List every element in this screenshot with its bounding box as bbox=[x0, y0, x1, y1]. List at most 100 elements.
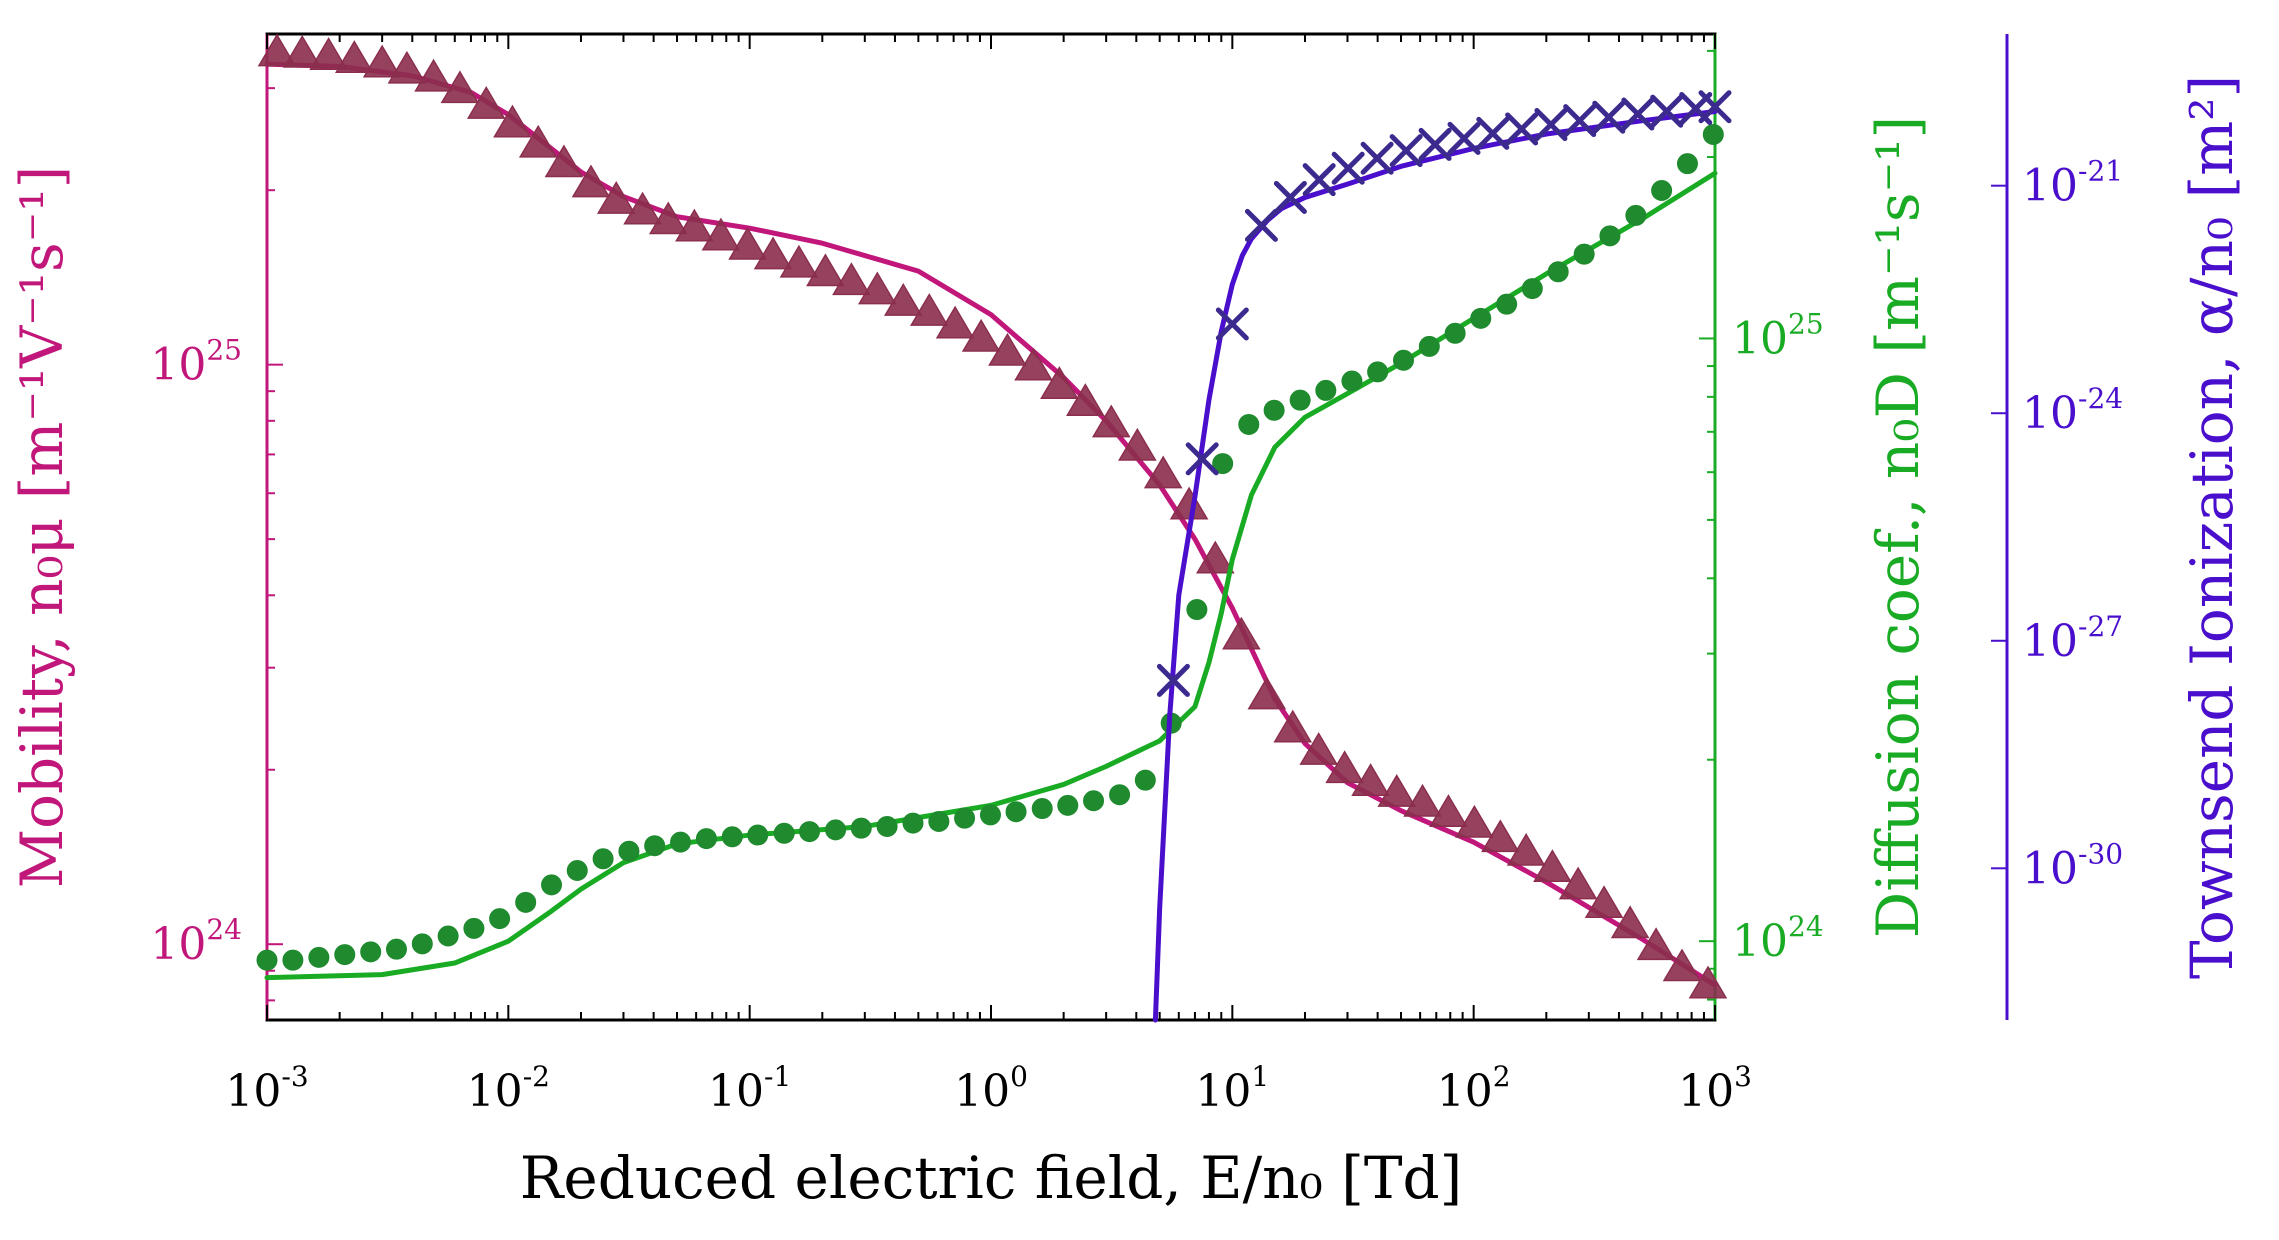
diffusion-marker-circle bbox=[592, 848, 614, 870]
mobility-marker-triangle bbox=[544, 144, 584, 178]
townsend-marker-x-stroke-2 bbox=[1534, 108, 1568, 142]
diffusion-marker-circle bbox=[489, 908, 511, 930]
townsend-marker-x-stroke-2 bbox=[1156, 663, 1190, 697]
townsend-tick-label: 10-21 bbox=[2022, 155, 2123, 212]
mobility-marker-triangle bbox=[779, 244, 819, 278]
townsend-tick-label-exp: -21 bbox=[2078, 155, 2123, 188]
diffusion-marker-circle bbox=[437, 925, 459, 947]
diffusion-marker-circle bbox=[566, 860, 588, 882]
diffusion-tick-label-exp: 24 bbox=[1788, 910, 1824, 943]
diffusion-marker-circle bbox=[515, 891, 537, 913]
x-tick-label-exp: -1 bbox=[764, 1060, 791, 1093]
x-tick-label: 103 bbox=[1678, 1060, 1752, 1117]
townsend-marker-x bbox=[1273, 180, 1307, 214]
x-tick-label-exp: 0 bbox=[1010, 1060, 1028, 1093]
mobility-marker-triangle bbox=[1351, 763, 1390, 797]
mobility-marker-triangle bbox=[1299, 732, 1339, 765]
diffusion-marker-circle bbox=[1005, 801, 1027, 823]
mobility-marker-triangle bbox=[832, 262, 871, 296]
x-tick-label-base: 10 bbox=[1437, 1066, 1493, 1117]
x-tick-label-exp: -2 bbox=[523, 1060, 550, 1093]
diffusion-marker-circle bbox=[1651, 179, 1673, 201]
mobility-marker-triangle bbox=[257, 33, 297, 67]
townsend-marker-x bbox=[1244, 208, 1278, 242]
townsend-marker-x bbox=[1592, 100, 1626, 134]
townsend-marker-x-stroke-2 bbox=[1389, 134, 1423, 168]
mobility-marker-triangle bbox=[1066, 383, 1105, 416]
diffusion-marker-circle bbox=[876, 815, 898, 837]
mobility-marker-triangle bbox=[1455, 804, 1494, 838]
diffusion-marker-circle bbox=[256, 949, 278, 971]
diffusion-marker-circle bbox=[1444, 322, 1466, 344]
townsend-marker-x bbox=[1360, 141, 1394, 175]
mobility-marker-triangle bbox=[753, 236, 793, 270]
mobility-tick-label-base: 10 bbox=[150, 919, 206, 970]
diffusion-marker-circle bbox=[825, 819, 847, 841]
mobility-marker-triangle bbox=[414, 58, 453, 92]
townsend-marker-x-stroke-2 bbox=[1302, 163, 1336, 197]
mobility-marker-triangle bbox=[623, 191, 662, 225]
diffusion-marker-circle bbox=[773, 822, 795, 844]
diffusion-marker-circle bbox=[360, 941, 382, 963]
diffusion-marker-circle bbox=[1625, 204, 1647, 226]
townsend-marker-x-stroke-2 bbox=[1592, 100, 1626, 134]
diffusion-marker-circle bbox=[411, 933, 433, 955]
townsend-tick-label: 10-27 bbox=[2022, 610, 2123, 667]
x-tick-label: 10-3 bbox=[225, 1060, 308, 1117]
diffusion-marker-circle bbox=[1031, 798, 1053, 820]
townsend-marker-x bbox=[1418, 127, 1452, 161]
townsend-marker-x-stroke-2 bbox=[1563, 104, 1597, 138]
mobility-marker-triangle bbox=[309, 37, 348, 70]
townsend-marker-x bbox=[1650, 94, 1684, 128]
diffusion-marker-circle bbox=[1573, 243, 1595, 265]
townsend-marker-x-stroke-2 bbox=[1273, 180, 1307, 214]
mobility-marker-series bbox=[257, 33, 1728, 999]
x-ticks-layer: 10-3 10-2 10-1 100 101 102 103 bbox=[225, 34, 1752, 1117]
x-tick-label-exp: 3 bbox=[1734, 1060, 1752, 1093]
diffusion-marker-circle bbox=[1186, 599, 1208, 621]
mobility-marker-triangle bbox=[1688, 965, 1728, 999]
diffusion-marker-circle bbox=[928, 810, 950, 832]
x-tick-label-base: 10 bbox=[1195, 1066, 1251, 1117]
mobility-marker-triangle bbox=[1273, 709, 1313, 743]
mobility-marker-triangle bbox=[518, 124, 558, 158]
townsend-marker-series bbox=[1156, 90, 1732, 697]
diffusion-axis-title: Diffusion coef., n₀D [m⁻¹s⁻¹] bbox=[1864, 116, 1932, 938]
diffusion-marker-circle bbox=[1212, 453, 1234, 475]
mobility-marker-triangle bbox=[935, 305, 975, 339]
diffusion-marker-circle bbox=[334, 944, 356, 966]
mobility-marker-triangle bbox=[909, 293, 949, 326]
townsend-marker-x-stroke-2 bbox=[1185, 442, 1219, 476]
townsend-marker-x-stroke-2 bbox=[1505, 112, 1539, 146]
x-tick-label: 10-1 bbox=[708, 1060, 791, 1117]
mobility-marker-triangle bbox=[961, 318, 1001, 352]
townsend-marker-x-stroke-2 bbox=[1418, 127, 1452, 161]
diffusion-marker-circle bbox=[747, 824, 769, 846]
mobility-marker-triangle bbox=[1429, 794, 1468, 827]
mobility-marker-triangle bbox=[571, 164, 611, 198]
mobility-marker-triangle bbox=[282, 34, 322, 68]
mobility-marker-triangle bbox=[1662, 948, 1702, 982]
mobility-marker-triangle bbox=[1040, 366, 1079, 399]
mobility-marker-triangle bbox=[1195, 540, 1235, 574]
mobility-marker-triangle bbox=[883, 283, 923, 316]
diffusion-marker-circle bbox=[1289, 389, 1311, 411]
x-tick-label-base: 10 bbox=[1678, 1066, 1734, 1117]
townsend-tick-label-exp: -27 bbox=[2078, 610, 2123, 643]
diffusion-marker-series bbox=[256, 123, 1724, 971]
townsend-tick-label-base: 10 bbox=[2022, 843, 2078, 894]
x-tick-label: 10-2 bbox=[467, 1060, 550, 1117]
mobility-marker-triangle bbox=[1584, 885, 1624, 919]
townsend-marker-x bbox=[1215, 307, 1249, 341]
townsend-marker-x-stroke-2 bbox=[1244, 208, 1278, 242]
townsend-marker-x bbox=[1505, 112, 1539, 146]
townsend-axis-title: Townsend Ionization, α/n₀ [m²] bbox=[2178, 75, 2246, 979]
mobility-marker-triangle bbox=[1325, 750, 1364, 784]
mobility-tick-label-base: 10 bbox=[150, 340, 206, 391]
mobility-marker-triangle bbox=[1377, 774, 1417, 807]
diffusion-marker-circle bbox=[695, 828, 717, 850]
townsend-marker-x bbox=[1331, 151, 1365, 185]
townsend-marker-x bbox=[1447, 121, 1481, 155]
